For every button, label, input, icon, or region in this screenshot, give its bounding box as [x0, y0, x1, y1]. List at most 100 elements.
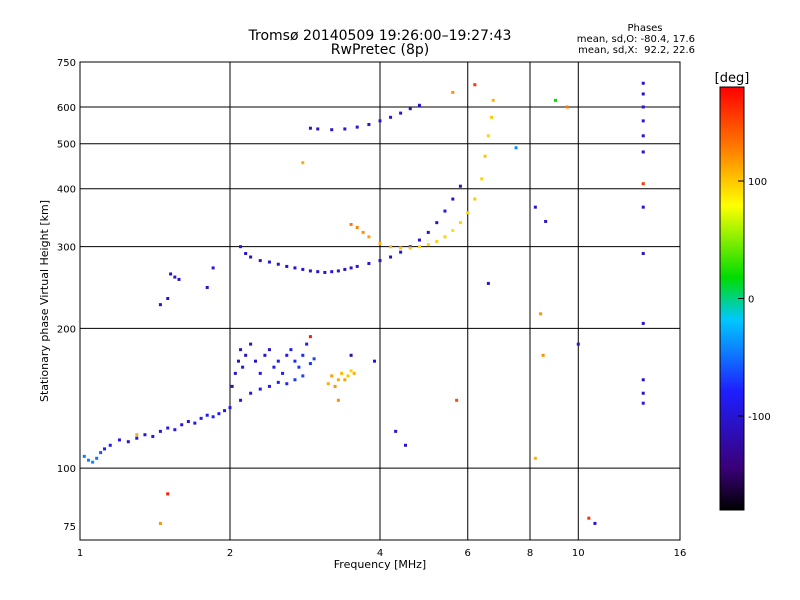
data-point [343, 267, 347, 271]
data-point [301, 267, 305, 271]
data-point [86, 458, 90, 462]
data-point [426, 243, 430, 247]
data-point [541, 353, 545, 357]
point-series [158, 272, 181, 307]
data-point [205, 413, 209, 417]
data-point [576, 342, 580, 346]
data-point [389, 255, 393, 259]
data-point [151, 434, 155, 438]
chart-title: Tromsø 20140509 19:26:00–19:27:43 [248, 28, 512, 44]
data-point [533, 456, 537, 460]
data-point [330, 270, 334, 274]
data-point [117, 438, 121, 442]
data-point [308, 335, 312, 339]
data-point [173, 275, 177, 279]
data-point [330, 128, 334, 132]
y-tick-label: 100 [57, 464, 76, 475]
data-point [308, 126, 312, 130]
data-point [641, 119, 645, 123]
data-point [514, 146, 518, 150]
y-tick-label: 750 [57, 58, 76, 69]
x-tick-label: 16 [674, 548, 687, 559]
data-point [417, 238, 421, 242]
data-point [355, 264, 359, 268]
x-tick-label: 8 [527, 548, 533, 559]
data-point [641, 391, 645, 395]
data-point [330, 374, 334, 378]
data-point [483, 154, 487, 158]
data-point [312, 357, 316, 361]
data-point [199, 416, 203, 420]
data-point [276, 359, 280, 363]
data-point [641, 401, 645, 405]
y-tick-label: 400 [57, 185, 76, 196]
colorbar-tick-label: 0 [748, 295, 754, 306]
colorbar-tick-label: -100 [748, 412, 771, 423]
data-point [82, 454, 86, 458]
data-point [455, 398, 459, 402]
data-point [289, 348, 293, 352]
y-tick-label: 300 [57, 243, 76, 254]
data-point [244, 252, 248, 256]
data-point [95, 456, 99, 460]
data-point [205, 286, 209, 290]
data-point [301, 374, 305, 378]
data-point [103, 447, 107, 451]
data-point [490, 115, 494, 119]
data-point [333, 384, 337, 388]
data-point [641, 150, 645, 154]
data-point [316, 127, 320, 131]
data-point [458, 221, 462, 225]
data-point [378, 241, 382, 245]
data-point [355, 225, 359, 229]
point-series [135, 83, 597, 525]
data-point [272, 365, 276, 369]
data-point [285, 264, 289, 268]
data-point [158, 521, 162, 525]
data-point [389, 115, 393, 119]
x-axis-label: Frequency [MHz] [334, 558, 426, 571]
data-point [193, 421, 197, 425]
point-series [308, 103, 421, 132]
data-point [326, 382, 330, 386]
data-point [367, 235, 371, 239]
data-point [587, 516, 591, 520]
data-point [641, 182, 645, 186]
data-point [641, 92, 645, 96]
data-point [473, 197, 477, 201]
phases-line-o: mean, sd,O: -80.4, 17.6 [577, 34, 695, 45]
data-point [486, 281, 490, 285]
data-point [143, 433, 147, 437]
data-point [641, 205, 645, 209]
y-axis-label: Stationary phase Virtual Height [km] [38, 200, 51, 402]
data-point [166, 426, 170, 430]
data-point [352, 371, 356, 375]
x-tick-label: 1 [77, 548, 83, 559]
data-point [263, 353, 267, 357]
data-point [217, 412, 221, 416]
data-point [389, 245, 393, 249]
data-point [239, 348, 243, 352]
data-point [91, 460, 95, 464]
data-point [443, 235, 447, 239]
data-point [239, 245, 243, 249]
data-point [346, 374, 350, 378]
data-point [349, 369, 353, 373]
data-point [135, 433, 139, 437]
data-point [267, 348, 271, 352]
y-tick-label: 500 [57, 140, 76, 151]
data-point [417, 103, 421, 107]
data-point [253, 359, 257, 363]
data-point [349, 353, 353, 357]
data-point [276, 262, 280, 266]
data-point [236, 359, 240, 363]
data-point [249, 255, 253, 259]
data-points [82, 81, 645, 525]
data-point [177, 277, 181, 281]
data-point [301, 353, 305, 357]
data-point [258, 259, 262, 263]
data-point [180, 423, 184, 427]
data-point [230, 384, 234, 388]
data-point [399, 246, 403, 250]
data-point [443, 209, 447, 213]
